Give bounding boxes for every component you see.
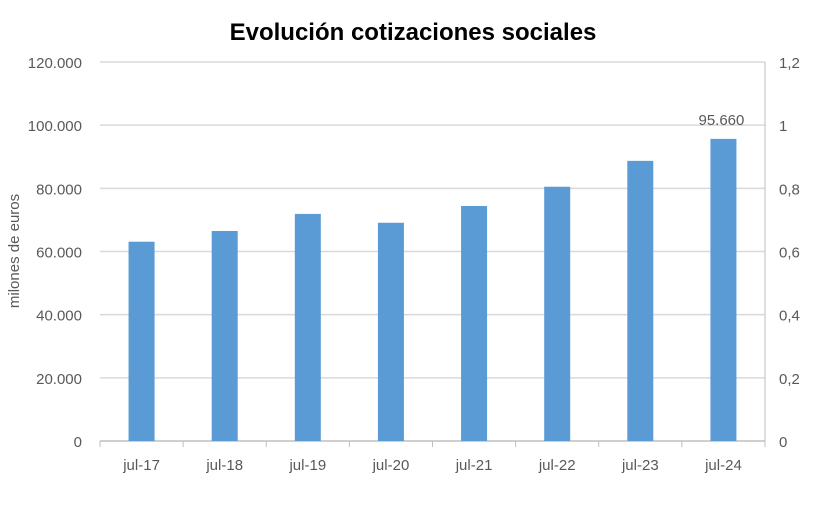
x-tick-label: jul-23 [621,457,659,474]
y2-tick-label: 0,4 [779,308,800,325]
bar-jul-24 [710,138,737,441]
bar-jul-22 [544,186,571,441]
data-label: 95.660 [698,112,744,129]
bar-jul-21 [461,206,488,441]
bar-jul-17 [128,241,155,441]
x-tick-label: jul-18 [205,457,243,474]
bar-jul-20 [377,222,404,441]
y2-tick-label: 1,2 [779,55,800,72]
x-tick-label: jul-21 [455,457,493,474]
x-tick-label: jul-24 [704,457,742,474]
bar-jul-18 [211,230,238,441]
x-tick-label: jul-20 [372,457,410,474]
x-tick-label: jul-17 [122,457,160,474]
chart-title: Evolución cotizaciones sociales [230,19,597,46]
y-tick-label: 20.000 [36,371,82,388]
y-tick-label: 120.000 [28,55,82,72]
bar-jul-19 [294,213,321,441]
y-axis-label: milones de euros [6,194,23,308]
y-tick-label: 100.000 [28,118,82,135]
y-tick-label: 60.000 [36,245,82,262]
y-tick-label: 80.000 [36,181,82,198]
y2-tick-label: 0,8 [779,181,800,198]
bar-jul-23 [627,160,654,441]
y2-tick-label: 0,6 [779,245,800,262]
y2-tick-label: 1 [779,118,787,135]
y-tick-label: 0 [74,434,82,451]
x-tick-label: jul-19 [288,457,326,474]
y-tick-label: 40.000 [36,308,82,325]
y2-tick-label: 0 [779,434,787,451]
y2-tick-label: 0,2 [779,371,800,388]
x-tick-label: jul-22 [538,457,576,474]
